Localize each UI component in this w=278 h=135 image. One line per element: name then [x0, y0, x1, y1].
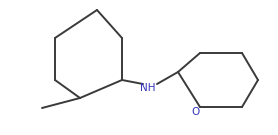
Text: NH: NH [140, 83, 156, 93]
Text: O: O [192, 107, 200, 117]
